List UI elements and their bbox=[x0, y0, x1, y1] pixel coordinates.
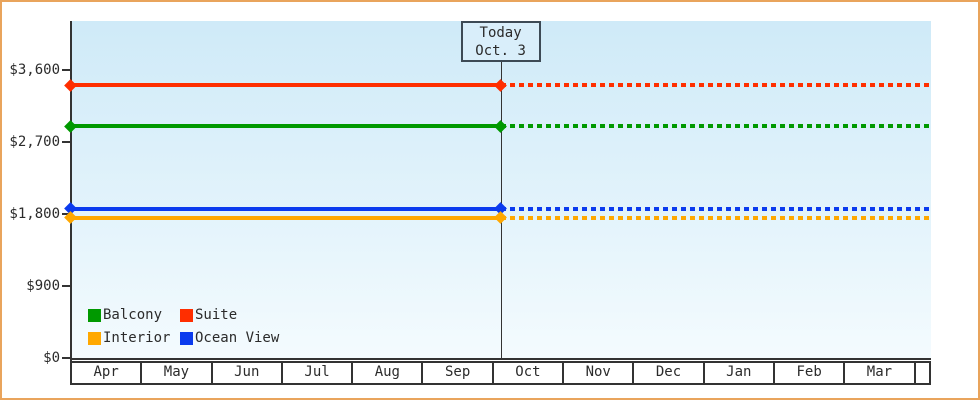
balcony-dotted-segment bbox=[500, 124, 931, 129]
y-tick-mark bbox=[62, 285, 71, 287]
plot-area: Today Oct. 3 bbox=[64, 21, 931, 358]
month-row-filler bbox=[915, 363, 929, 383]
month-cell-aug: Aug bbox=[353, 363, 424, 383]
y-tick-label-0: $0 bbox=[43, 350, 60, 366]
legend-label-balcony: Balcony bbox=[103, 307, 163, 323]
y-tick-label-3600: $3,600 bbox=[9, 62, 60, 78]
ocean-view-solid-segment bbox=[72, 206, 501, 211]
month-cell-jun: Jun bbox=[212, 363, 283, 383]
month-cell-mar: Mar bbox=[845, 363, 916, 383]
interior-today-marker bbox=[494, 211, 507, 224]
legend-label-interior: Interior bbox=[103, 330, 171, 346]
y-tick-label-1800: $1,800 bbox=[9, 206, 60, 222]
month-cell-feb: Feb bbox=[774, 363, 846, 383]
suite-solid-segment bbox=[72, 83, 501, 88]
x-axis-line bbox=[70, 358, 931, 360]
y-tick-mark bbox=[62, 69, 71, 71]
y-tick-label-2700: $2,700 bbox=[9, 134, 60, 150]
legend-item-balcony: Balcony bbox=[88, 307, 180, 323]
month-cell-jan: Jan bbox=[704, 363, 775, 383]
series-line-suite bbox=[64, 78, 931, 92]
series-line-ocean-view bbox=[64, 202, 931, 216]
month-cell-dec: Dec bbox=[634, 363, 705, 383]
series-line-interior bbox=[64, 211, 931, 224]
interior-legend-swatch bbox=[88, 331, 101, 345]
balcony-start-marker bbox=[64, 119, 77, 133]
ocean-view-dotted-segment bbox=[500, 206, 931, 211]
ocean-view-legend-swatch bbox=[180, 331, 193, 345]
month-cell-sep: Sep bbox=[423, 363, 494, 383]
legend-item-suite: Suite bbox=[180, 307, 279, 323]
y-tick-mark bbox=[62, 141, 71, 143]
balcony-legend-swatch bbox=[88, 308, 101, 322]
interior-solid-segment bbox=[72, 215, 501, 220]
today-date: Oct. 3 bbox=[475, 43, 526, 59]
legend: Balcony Suite Interior Ocean View bbox=[88, 307, 279, 346]
legend-label-ocean-view: Ocean View bbox=[195, 330, 280, 346]
suite-start-marker bbox=[64, 78, 77, 92]
today-label: Today bbox=[479, 25, 522, 41]
suite-dotted-segment bbox=[500, 83, 931, 88]
interior-dotted-segment bbox=[500, 215, 931, 220]
x-axis-month-row: Apr May Jun Jul Aug Sep Oct Nov Dec Jan … bbox=[70, 361, 931, 385]
suite-today-marker bbox=[494, 78, 507, 92]
series-line-balcony bbox=[64, 119, 931, 133]
month-cell-jul: Jul bbox=[282, 363, 354, 383]
today-marker-box: Today Oct. 3 bbox=[460, 21, 541, 62]
legend-item-ocean-view: Ocean View bbox=[180, 330, 279, 346]
month-cell-oct: Oct bbox=[493, 363, 565, 383]
suite-legend-swatch bbox=[180, 308, 193, 322]
y-tick-mark bbox=[62, 357, 71, 359]
y-tick-label-900: $900 bbox=[26, 278, 60, 294]
balcony-today-marker bbox=[494, 119, 507, 133]
month-cell-may: May bbox=[142, 363, 213, 383]
legend-label-suite: Suite bbox=[195, 307, 238, 323]
month-cell-apr: Apr bbox=[72, 363, 143, 383]
month-cell-nov: Nov bbox=[564, 363, 635, 383]
legend-item-interior: Interior bbox=[88, 330, 180, 346]
balcony-solid-segment bbox=[72, 124, 501, 129]
